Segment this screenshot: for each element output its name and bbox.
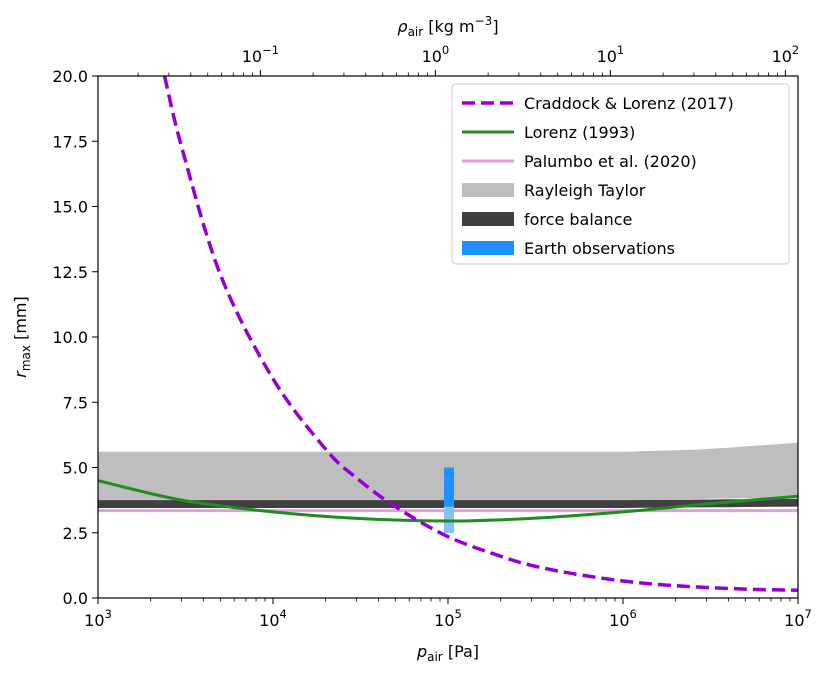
top-x-axis-label-unit: [kg m bbox=[423, 17, 474, 36]
band-earth-observations bbox=[444, 467, 455, 533]
legend-label-lorenz-1993: Lorenz (1993) bbox=[524, 123, 635, 142]
lines-layer bbox=[98, 76, 798, 592]
x-tick-base: 10 bbox=[259, 611, 279, 630]
y-tick-label: 12.5 bbox=[52, 263, 88, 282]
y-tick-label: 20.0 bbox=[52, 67, 88, 86]
y-axis-label: rmax [mm] bbox=[11, 296, 33, 377]
legend-label-palumbo-et-al-2020: Palumbo et al. (2020) bbox=[524, 152, 697, 171]
legend-label-earth-observations: Earth observations bbox=[524, 239, 675, 258]
legend-label-craddock-lorenz-2017: Craddock & Lorenz (2017) bbox=[524, 94, 734, 113]
x-axis-label-subscript: air bbox=[427, 650, 443, 664]
top-x-axis-label-close: ] bbox=[492, 17, 498, 36]
x-tick-exponent: 4 bbox=[280, 607, 287, 621]
legend-handle-rayleigh-taylor bbox=[462, 183, 514, 197]
top-x-tick-base: 10 bbox=[242, 47, 262, 66]
x-tick-label: 106 bbox=[609, 607, 637, 630]
x-tick-label: 103 bbox=[84, 607, 112, 630]
y-tick-label: 5.0 bbox=[63, 459, 88, 478]
x-tick-base: 10 bbox=[784, 611, 804, 630]
y-tick-label: 10.0 bbox=[52, 328, 88, 347]
top-x-tick-label: 100 bbox=[422, 43, 450, 66]
y-axis-label-unit: [mm] bbox=[11, 296, 30, 345]
x-tick-label: 107 bbox=[784, 607, 812, 630]
y-tick-label: 15.0 bbox=[52, 198, 88, 217]
legend-label-force-balance: force balance bbox=[524, 210, 632, 229]
top-x-tick-label: 102 bbox=[772, 43, 800, 66]
y-axis-label-symbol: r bbox=[11, 370, 30, 378]
x-tick-base: 10 bbox=[609, 611, 629, 630]
x-tick-exponent: 6 bbox=[630, 607, 637, 621]
x-tick-label: 104 bbox=[259, 607, 287, 630]
top-x-axis-label-symbol: ρ bbox=[397, 17, 407, 36]
x-axis-label: pair [Pa] bbox=[416, 642, 479, 664]
y-tick-label: 0.0 bbox=[63, 589, 88, 608]
legend-label-rayleigh-taylor: Rayleigh Taylor bbox=[524, 181, 646, 200]
top-x-axis-label: ρair [kg m−3] bbox=[397, 14, 498, 39]
legend-handle-earth-observations bbox=[462, 241, 514, 255]
top-x-tick-exponent: 2 bbox=[792, 43, 799, 57]
y-tick-label: 7.5 bbox=[63, 393, 88, 412]
legend-box bbox=[451, 83, 790, 265]
x-tick-exponent: 7 bbox=[805, 607, 812, 621]
legend-handle-force-balance bbox=[462, 212, 514, 226]
top-x-tick-exponent: 1 bbox=[617, 43, 624, 57]
line-lorenz-1993 bbox=[98, 479, 798, 523]
x-tick-exponent: 3 bbox=[105, 607, 112, 621]
x-tick-label: 105 bbox=[434, 607, 462, 630]
top-x-tick-exponent: 0 bbox=[442, 43, 449, 57]
x-tick-base: 10 bbox=[84, 611, 104, 630]
axis-labels-layer: pair [Pa]ρair [kg m−3]rmax [mm] bbox=[11, 14, 499, 664]
legend: Craddock & Lorenz (2017) Lorenz (1993) Pal… bbox=[451, 83, 790, 265]
top-x-tick-base: 10 bbox=[597, 47, 617, 66]
x-axis-label-symbol: p bbox=[416, 642, 427, 661]
x-axis-label-unit: [Pa] bbox=[443, 642, 479, 661]
top-x-axis-label-subscript: air bbox=[408, 25, 424, 39]
y-tick-label: 17.5 bbox=[52, 132, 88, 151]
line-craddock-lorenz-2017 bbox=[162, 76, 798, 592]
y-axis-label-subscript: max bbox=[19, 345, 33, 371]
x-tick-base: 10 bbox=[434, 611, 454, 630]
top-x-tick-base: 10 bbox=[772, 47, 792, 66]
top-x-tick-label: 10−1 bbox=[242, 43, 279, 66]
top-x-axis-label-superscript: −3 bbox=[475, 14, 493, 28]
top-x-tick-exponent: −1 bbox=[262, 43, 279, 57]
y-tick-label: 2.5 bbox=[63, 524, 88, 543]
top-x-tick-base: 10 bbox=[422, 47, 442, 66]
x-tick-exponent: 5 bbox=[455, 607, 462, 621]
top-x-tick-label: 101 bbox=[597, 43, 625, 66]
